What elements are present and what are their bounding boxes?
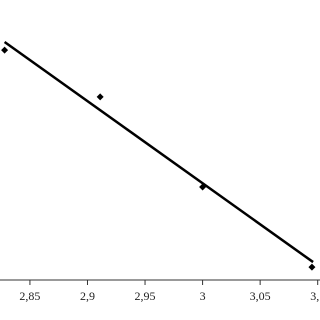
x-tick-label: 3,1 bbox=[310, 289, 320, 303]
point bbox=[96, 93, 104, 101]
x-tick-label: 2,9 bbox=[80, 289, 95, 303]
x-tick-label: 3,05 bbox=[250, 289, 271, 303]
x-tick-label: 3 bbox=[200, 289, 206, 303]
x-tick-label: 2,95 bbox=[135, 289, 156, 303]
point bbox=[308, 263, 316, 271]
point bbox=[1, 46, 9, 54]
point bbox=[199, 183, 207, 191]
fit-line bbox=[3, 40, 314, 264]
x-tick-label: 2,85 bbox=[19, 289, 40, 303]
